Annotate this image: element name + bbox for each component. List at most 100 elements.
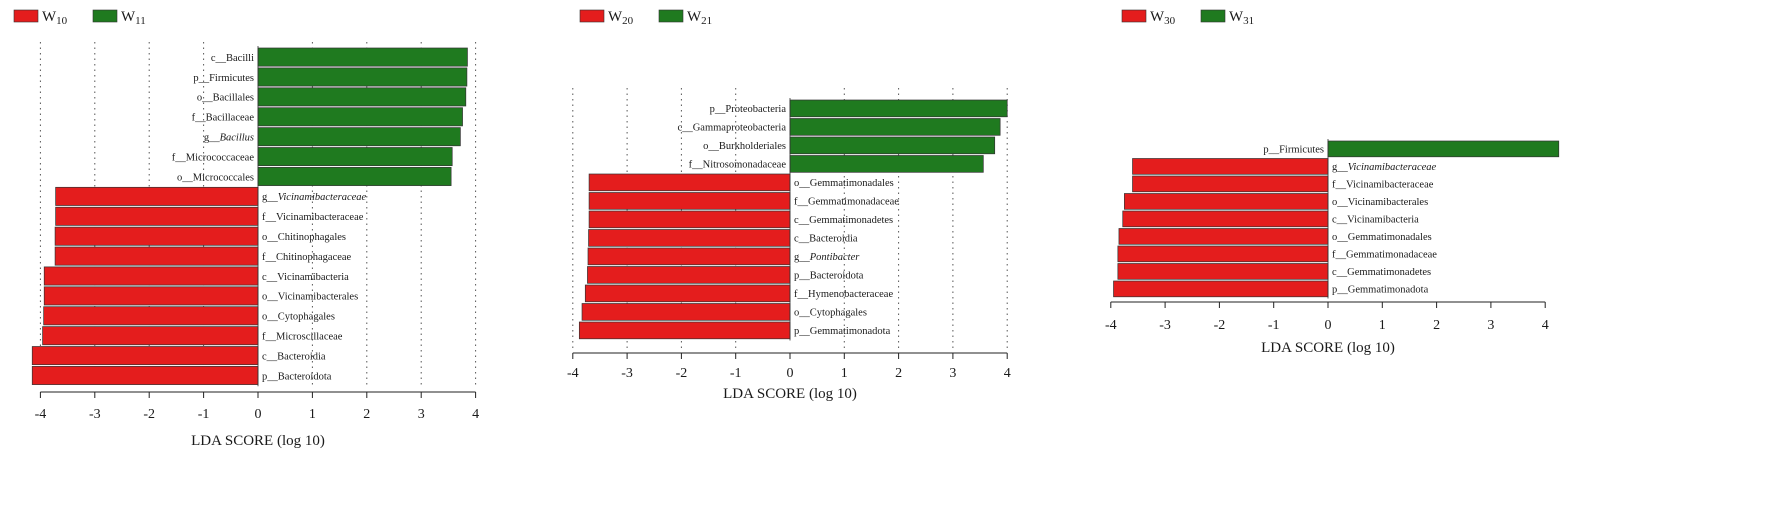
legend-label-main: W	[608, 9, 623, 25]
x-tick-label: 1	[309, 407, 316, 422]
bar-label-rank: p__	[794, 271, 811, 282]
bar-label-rank: p__	[262, 371, 279, 382]
bar-o__Vicinamibacterales	[43, 286, 259, 306]
bar-label-rank: c__	[1332, 267, 1348, 278]
bar-label-rank: f__	[689, 160, 704, 171]
legend: W20 W21	[579, 9, 712, 27]
x-axis-title: LDA SCORE (log 10)	[191, 433, 325, 449]
bar-label-taxon: Gemmatimonadetes	[1347, 267, 1431, 278]
bar-g__Vicinamibacteraceae	[1132, 158, 1329, 175]
bar-label-rank: o__	[262, 312, 279, 323]
bar-g__Bacillus	[257, 127, 461, 147]
legend-label-sub: 30	[1164, 15, 1176, 27]
legend-label-main: W	[42, 9, 57, 25]
x-tick-label: 3	[1487, 318, 1494, 333]
bar-label-taxon: Gemmatimonadaceae	[1346, 250, 1437, 261]
bar-f__Bacillaceae	[257, 107, 463, 127]
bar-label-rank: c__	[211, 53, 227, 64]
x-tick-label: 2	[363, 407, 370, 422]
bar-label-rank: o__	[703, 141, 720, 152]
bar-label: c__Bacteroidia	[262, 351, 326, 362]
bar-label-taxon: Microscillaceae	[276, 332, 343, 343]
x-axis-title: LDA SCORE (log 10)	[723, 386, 857, 402]
bar-label-taxon: Firmicutes	[1279, 145, 1324, 156]
bar-p__Gemmatimonadota	[578, 321, 791, 340]
bar-p__Bacteroidota	[587, 266, 791, 284]
bar-label-rank: p__	[794, 326, 811, 337]
bar-label-taxon: Bacteroidota	[810, 271, 864, 282]
bar-label-taxon: Firmicutes	[209, 73, 254, 84]
bar-label-taxon: Gemmatimonadales	[810, 178, 894, 189]
bar-label: p__Gemmatimonadota	[1332, 285, 1429, 296]
x-tick-label: 0	[255, 407, 262, 422]
bar-label: o__Chitinophagales	[262, 232, 346, 243]
legend: W30 W31	[1121, 9, 1254, 27]
bar-o__Gemmatimonadales	[588, 173, 791, 192]
x-tick-label: 1	[841, 366, 848, 381]
bar-label: c__Gemmatimonadetes	[1332, 267, 1431, 278]
x-tick-label: 4	[472, 407, 479, 422]
bar-label-taxon: Vicinamibacteraceae	[1346, 180, 1434, 191]
legend-label-main: W	[687, 9, 702, 25]
bar-label: o__Micrococcales	[177, 172, 254, 183]
x-tick-label: 3	[418, 407, 425, 422]
bar-label: g__Vicinamibacteraceae	[262, 192, 367, 203]
bar-label-rank: c__	[678, 123, 694, 134]
x-tick-label: -4	[1105, 318, 1117, 333]
x-tick-label: -1	[198, 407, 210, 422]
bar-label-rank: o__	[197, 93, 214, 104]
bar-f__Micrococcaceae	[257, 147, 453, 167]
bar-label-rank: c__	[794, 234, 810, 245]
bar-label-taxon: Micrococcaceae	[186, 152, 255, 163]
legend-label-sub: 10	[56, 15, 68, 27]
bar-o__Bacillales	[257, 87, 467, 107]
bar-p__Gemmatimonadota	[1113, 280, 1329, 298]
bar-f__Chitinophagaceae	[54, 246, 259, 266]
bar-g__Vicinamibacteraceae	[55, 186, 259, 206]
chart-panel-1: W10 W11c__Bacillip__Firmicuteso__Bacillal…	[13, 9, 479, 449]
bar-label-rank: g__	[1332, 162, 1349, 173]
bar-label-rank: f__	[794, 289, 809, 300]
bar-label: f__Nitrosomonadaceae	[689, 160, 787, 171]
bar-o__Cytophagales	[581, 303, 791, 321]
bar-c__Gemmatimonadetes	[1117, 263, 1329, 280]
bar-p__Firmicutes	[1327, 140, 1560, 158]
legend-swatch	[1121, 9, 1147, 23]
legend-label-sub: 21	[701, 15, 712, 27]
bar-label-taxon: Gemmatimonadota	[810, 326, 891, 337]
bar-label-rank: o__	[794, 178, 811, 189]
bar-o__Chitinophagales	[54, 226, 259, 246]
legend-label: W20	[608, 9, 634, 27]
x-tick-label: 0	[787, 366, 794, 381]
bar-label: g__Pontibacter	[794, 252, 860, 263]
bar-p__Firmicutes	[257, 67, 468, 87]
bar-label-taxon: Bacteroidia	[809, 234, 858, 245]
x-tick-label: 2	[895, 366, 902, 381]
bar-label-rank: g__	[204, 133, 221, 144]
bar-label-taxon: Vicinamibacteria	[277, 272, 349, 283]
bar-label-taxon: Vicinamibacteria	[1347, 215, 1419, 226]
bar-label-taxon: Bacteroidia	[277, 351, 326, 362]
bar-label-taxon: Burkholderiales	[719, 141, 786, 152]
bar-label-taxon: Pontibacter	[809, 252, 860, 263]
bar-label-rank: o__	[262, 232, 279, 243]
bar-label: f__Micrococcaceae	[172, 152, 255, 163]
bar-label-taxon: Cytophagales	[810, 308, 867, 319]
bar-label: c__Gammaproteobacteria	[678, 123, 787, 134]
bar-p__Bacteroidota	[31, 366, 259, 385]
bar-label-taxon: Vicinamibacteraceae	[1348, 162, 1437, 173]
x-tick-label: 4	[1004, 366, 1011, 381]
bar-label-taxon: Nitrosomonadaceae	[703, 160, 787, 171]
x-axis-title: LDA SCORE (log 10)	[1261, 340, 1395, 356]
bar-label-rank: c__	[1332, 215, 1348, 226]
bar-label: o__Bacillales	[197, 93, 254, 104]
bar-label-rank: o__	[1332, 232, 1349, 243]
legend-swatch	[658, 9, 684, 23]
bar-o__Vicinamibacterales	[1124, 193, 1329, 210]
x-tick-label: 3	[949, 366, 956, 381]
bar-label-taxon: Micrococcales	[193, 172, 254, 183]
bar-label-taxon: Gemmatimonadota	[1348, 285, 1429, 296]
bar-label-taxon: Gemmatimonadales	[1348, 232, 1432, 243]
bar-f__Gemmatimonadaceae	[588, 192, 791, 210]
